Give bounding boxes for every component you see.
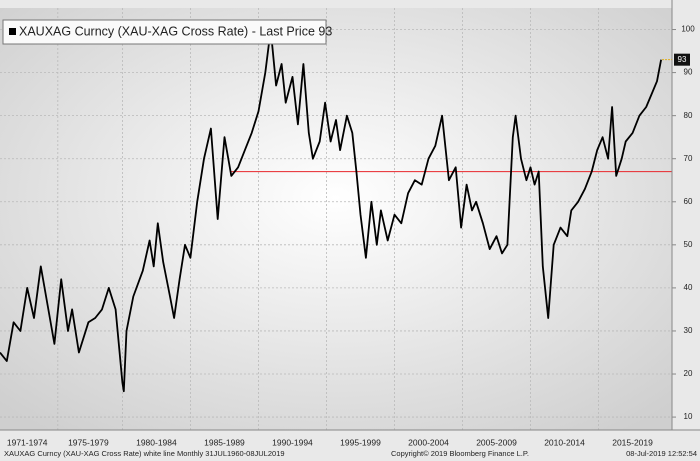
y-tick-label: 90 (684, 68, 693, 77)
y-tick-label: 80 (684, 111, 693, 120)
footer-right: 08-Jul-2019 12:52:54 (626, 449, 697, 458)
x-tick-label: 2010-2014 (544, 437, 585, 447)
y-tick-label: 60 (684, 197, 693, 206)
last-value-label: 93 (678, 55, 687, 64)
x-tick-label: 1980-1984 (136, 437, 177, 447)
y-tick-label: 100 (681, 25, 695, 34)
x-tick-label: 2005-2009 (476, 437, 517, 447)
plot-area (0, 8, 672, 430)
y-tick-label: 30 (684, 326, 693, 335)
x-tick-label: 1975-1979 (68, 437, 109, 447)
footer-left: XAUXAG Curncy (XAU-XAG Cross Rate) white… (4, 449, 285, 458)
y-tick-label: 10 (684, 412, 693, 421)
y-tick-label: 50 (684, 240, 693, 249)
legend-swatch (9, 28, 16, 35)
x-tick-label: 1971-1974 (7, 437, 48, 447)
x-tick-label: 2000-2004 (408, 437, 449, 447)
footer-center: Copyright© 2019 Bloomberg Finance L.P. (391, 449, 529, 458)
x-tick-label: 1995-1999 (340, 437, 381, 447)
legend-box (2, 19, 327, 45)
y-tick-label: 20 (684, 369, 693, 378)
y-tick-label: 40 (684, 283, 693, 292)
y-tick-label: 70 (684, 154, 693, 163)
series-line (0, 28, 662, 393)
legend-title: XAUXAG Curncy (XAU-XAG Cross Rate) - Las… (19, 24, 332, 38)
x-tick-label: 1990-1994 (272, 437, 313, 447)
last-value-tag (674, 53, 690, 66)
x-tick-label: 2015-2019 (612, 437, 653, 447)
x-tick-label: 1985-1989 (204, 437, 245, 447)
